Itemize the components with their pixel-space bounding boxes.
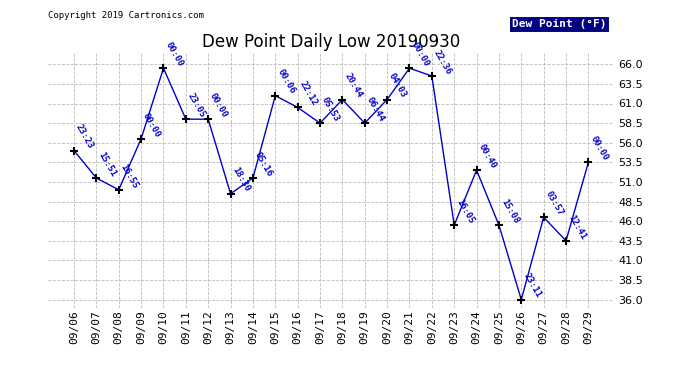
Text: 00:00: 00:00 [208,92,230,119]
Text: 23:23: 23:23 [74,123,95,151]
Text: 00:00: 00:00 [141,111,162,139]
Text: 22:36: 22:36 [432,48,453,76]
Text: 15:51: 15:51 [97,150,117,178]
Text: 16:05: 16:05 [454,197,475,225]
Text: 15:08: 15:08 [499,197,520,225]
Text: 23:11: 23:11 [521,272,542,300]
Text: 05:16: 05:16 [253,150,274,178]
Text: 23:05: 23:05 [186,92,207,119]
Text: 22:12: 22:12 [297,80,319,107]
Text: 04:03: 04:03 [387,72,408,100]
Text: 00:00: 00:00 [409,40,431,68]
Text: 05:53: 05:53 [320,95,342,123]
Text: 12:41: 12:41 [566,213,587,241]
Text: 00:40: 00:40 [477,142,497,170]
Text: 00:06: 00:06 [275,68,297,96]
Text: 06:44: 06:44 [365,95,386,123]
Text: 03:57: 03:57 [544,189,565,217]
Text: 00:00: 00:00 [164,40,185,68]
Text: Copyright 2019 Cartronics.com: Copyright 2019 Cartronics.com [48,11,204,20]
Text: Dew Point (°F): Dew Point (°F) [512,20,607,29]
Text: 20:44: 20:44 [342,72,364,100]
Text: 16:55: 16:55 [119,162,140,190]
Text: 18:30: 18:30 [230,166,252,194]
Title: Dew Point Daily Low 20190930: Dew Point Daily Low 20190930 [202,33,460,51]
Text: 00:00: 00:00 [589,135,609,162]
